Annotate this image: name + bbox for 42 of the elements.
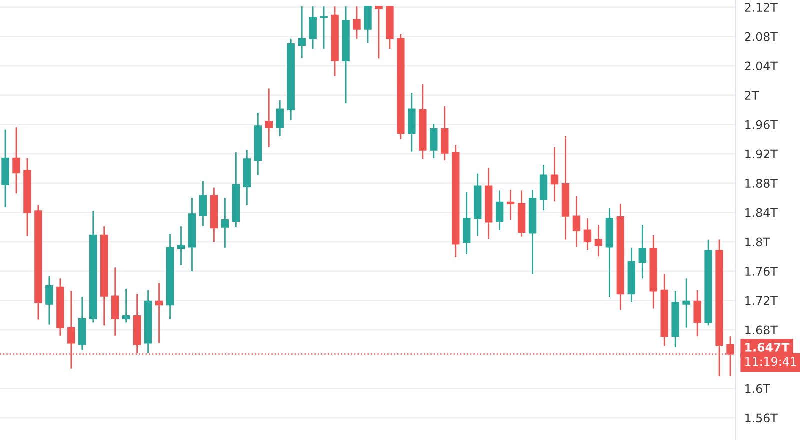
candlestick (122, 288, 130, 324)
y-tick-label: 2.04T (745, 62, 778, 71)
candlestick (155, 282, 164, 344)
y-tick-label: 1.8T (746, 238, 770, 247)
candlestick (221, 197, 230, 249)
candlestick (550, 146, 559, 202)
y-tick-label: 1.56T (746, 414, 778, 423)
text: 11:19:41 (746, 357, 796, 366)
candlestick (364, 6, 372, 44)
candlestick (276, 100, 284, 138)
candlestick (199, 180, 208, 228)
candlestick (320, 6, 328, 50)
candlestick (496, 190, 504, 231)
y-tick-label: 2.12T (745, 3, 778, 12)
y-tick-label: 1.84T (746, 208, 778, 218)
y-tick-label: 1.6T (746, 384, 770, 394)
candlestick (682, 278, 690, 328)
ref-line-label: 1.647T (746, 342, 790, 352)
y-tick-label: 1.92T (746, 150, 778, 159)
y-tick-label: 1.88T (746, 179, 778, 188)
candlestick (694, 290, 702, 338)
candlestick (46, 276, 54, 326)
candlestick (309, 6, 317, 50)
y-tick-label: 2.08T (745, 32, 778, 42)
candlestick (298, 6, 306, 59)
y-tick-label: 1.76T (746, 267, 778, 276)
candlestick (594, 224, 603, 258)
candlestick (430, 123, 438, 160)
y-tick-label: 1.72T (746, 296, 778, 306)
candlestick (177, 226, 186, 266)
candlestick (12, 126, 20, 194)
candlestick (572, 196, 581, 248)
candlestick (265, 88, 273, 148)
candlestick (111, 266, 120, 337)
candlestick (638, 224, 646, 280)
y-tick-label: 1.96T (746, 120, 778, 130)
candlestick (506, 189, 515, 221)
candlestick (375, 6, 383, 60)
y-tick-label: 2T (745, 91, 760, 100)
candlestick (353, 6, 361, 40)
y-tick-label: 1.68T (746, 326, 778, 335)
candlestick (584, 218, 592, 251)
